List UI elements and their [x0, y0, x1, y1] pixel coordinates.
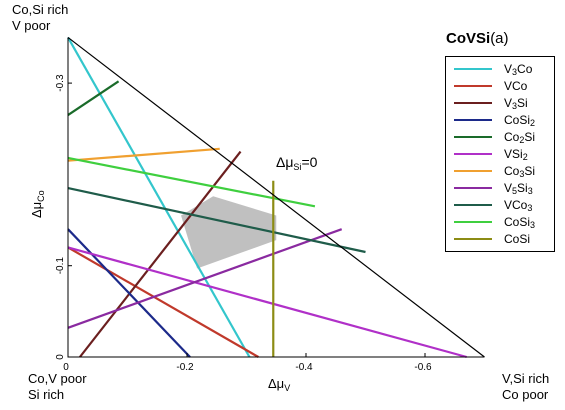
- legend-item-cosi: CoSi: [446, 231, 554, 247]
- corner-top-left-line1: Co,Si rich: [12, 2, 69, 17]
- legend: V3Co VCo V3Si CoSi2 Co2Si VSi2 Co3Si V5Si3 VCo3 C…: [445, 56, 555, 252]
- legend-label: CoSi2: [504, 113, 536, 128]
- legend-item-co3si: Co3Si: [446, 163, 554, 179]
- y-axis-label: ΔμCo: [29, 190, 46, 218]
- annotation-delta-mu-si: ΔμSi=0: [276, 154, 318, 172]
- legend-item-co2si: Co2Si: [446, 129, 554, 145]
- legend-swatch: [454, 136, 492, 138]
- legend-item-vsi2: VSi2: [446, 146, 554, 162]
- legend-label: CoSi3: [504, 215, 536, 230]
- legend-swatch: [454, 221, 492, 223]
- legend-swatch: [454, 68, 492, 70]
- legend-label: CoSi: [504, 232, 531, 246]
- x-tick-label: 0: [63, 362, 69, 373]
- legend-swatch: [454, 85, 492, 87]
- legend-swatch: [454, 102, 492, 104]
- series-line-cosi2: [67, 228, 191, 358]
- y-tick-label: -0.1: [55, 257, 66, 275]
- axis-labels-layer: ΔμV ΔμCo ΔμSi=0: [29, 154, 318, 393]
- legend-swatch: [454, 204, 492, 206]
- legend-label: Co3Si: [504, 164, 536, 179]
- corner-bottom-right-line1: V,Si rich: [502, 371, 550, 386]
- series-line-vco3: [67, 187, 366, 254]
- legend-item-vco: VCo: [446, 78, 554, 94]
- corner-label-top-left: Co,Si rich V poor: [12, 2, 68, 34]
- legend-item-v5si3: V5Si3: [446, 180, 554, 196]
- series-line-v5si3: [67, 228, 343, 329]
- x-axis-label: ΔμV: [268, 376, 290, 393]
- legend-item-v3si: V3Si: [446, 95, 554, 111]
- corner-bottom-right-line2: Co poor: [502, 387, 549, 402]
- stable-region-layer: [181, 196, 277, 269]
- series-line-vsi2: [67, 246, 467, 359]
- y-tick-label: 0: [55, 354, 66, 360]
- legend-swatch: [454, 187, 492, 189]
- y-tick-label: -0.3: [55, 74, 66, 92]
- legend-item-v3co: V3Co: [446, 61, 554, 77]
- series-line-vco: [67, 246, 259, 358]
- legend-item-cosi2: CoSi2: [446, 112, 554, 128]
- corner-label-bottom-right: V,Si rich Co poor: [502, 371, 549, 403]
- corner-bottom-left-line2: Si rich: [28, 387, 65, 402]
- chart-title-text: CoVSi: [446, 30, 491, 47]
- legend-label: V3Co: [504, 62, 533, 77]
- legend-swatch: [454, 238, 492, 240]
- chart-subtitle: (a): [490, 30, 509, 47]
- legend-swatch: [454, 153, 492, 155]
- corner-bottom-left-line1: Co,V poor: [28, 371, 87, 386]
- stable-region: [181, 196, 277, 269]
- series-line-co2si: [67, 80, 120, 116]
- series-lines-layer: [67, 36, 467, 359]
- legend-label: V5Si3: [504, 181, 533, 196]
- series-line-co3si: [67, 147, 220, 162]
- corner-top-left-line2: V poor: [12, 18, 51, 33]
- legend-item-vco3: VCo3: [446, 197, 554, 213]
- legend-swatch: [454, 170, 492, 172]
- legend-label: VCo3: [504, 198, 533, 213]
- legend-item-cosi3: CoSi3: [446, 214, 554, 230]
- legend-label: VSi2: [504, 147, 528, 162]
- series-line-v3co: [67, 36, 251, 358]
- corner-label-bottom-left: Co,V poor Si rich: [28, 371, 87, 403]
- x-tick-label: -0.4: [295, 362, 313, 373]
- x-tick-label: -0.6: [414, 362, 432, 373]
- chart-title: CoVSi(a): [446, 30, 509, 47]
- triangle-boundary-layer: [67, 36, 485, 358]
- legend-label: VCo: [504, 79, 528, 93]
- ticks-layer: 0 -0.2 -0.4 -0.6 0 -0.1 -0.3: [55, 74, 432, 373]
- legend-label: Co2Si: [504, 130, 536, 145]
- legend-label: V3Si: [504, 96, 528, 111]
- legend-swatch: [454, 119, 492, 121]
- triangle-hypotenuse: [67, 36, 485, 358]
- x-tick-label: -0.2: [176, 362, 194, 373]
